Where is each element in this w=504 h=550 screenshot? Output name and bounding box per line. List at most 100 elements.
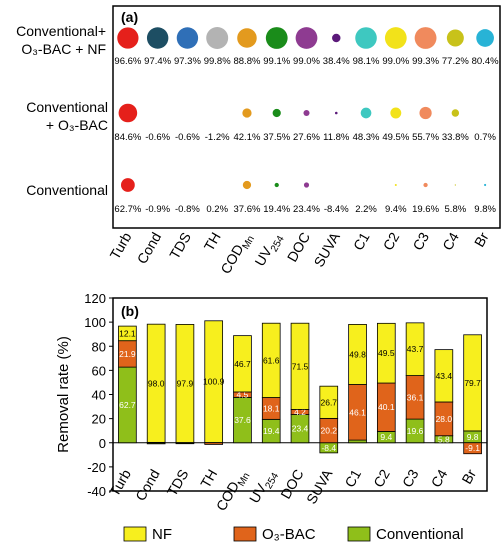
bubble-label-0-Turb: 96.6% [114,56,141,67]
svg-text:C1: C1 [341,466,364,490]
svg-text:C3: C3 [399,466,422,490]
bar-label-NF-TH: 100.9 [203,377,225,387]
bar-O₃-BAC-TH [204,442,224,445]
bar-label-O₃-BAC-Br: -9.1 [465,443,480,453]
bubble-label-1-C1: 48.3% [353,132,380,143]
x-tick-label-TH: TH [197,467,220,491]
panel-a-category-COD_Mn: CODMn [217,234,257,276]
svg-text:TDS: TDS [166,230,194,262]
legend-swatch-Conventional [347,526,371,542]
panel-b-label: (b) [121,303,139,319]
y-tick-label--20: -20 [87,460,106,475]
svg-text:UV254: UV254 [251,229,287,271]
bar-label-NF-C1: 49.8 [349,349,366,359]
bar-label-Conventional-C2: 9.4 [380,432,392,442]
bubble-1-C3 [419,106,432,120]
bubble-1-C2 [390,107,402,119]
bubble-label-0-C3: 99.3% [412,56,439,67]
svg-text:DOC: DOC [277,467,306,502]
legend-swatch-O₃-BAC [233,526,257,542]
y-tick-label-20: 20 [92,412,106,427]
bar-NF-C4 [434,349,454,403]
bar-label-NF-Turb: 12.1 [119,328,136,338]
x-tick-label-Br: Br [458,466,479,486]
bubble-label-2-Cond: -0.9% [145,204,170,215]
bubble-2-C3 [423,182,428,188]
bubble-label-2-DOC: 23.4% [293,204,320,215]
bubble-label-1-Cond: -0.6% [145,132,170,143]
bubble-label-2-Br: 9.8% [474,204,496,215]
bar-label-NF-Br: 79.7 [464,378,481,388]
bar-label-O₃-BAC-COD_Mn: 4.5 [237,390,249,400]
y-tick-label-40: 40 [92,388,106,403]
bar-NF-TDS [175,324,195,443]
x-tick-label-C3: C3 [399,466,422,490]
x-tick-label-C1: C1 [341,466,364,490]
row-name-1-line-0: Conventional [26,99,108,115]
bar-label-NF-C2: 49.5 [378,348,395,358]
bar-label-NF-DOC: 71.5 [292,361,309,371]
svg-text:Cond: Cond [132,467,163,504]
svg-text:Cond: Cond [134,230,165,267]
bubble-label-2-COD_Mn: 37.6% [233,204,260,215]
bar-NF-DOC [290,322,310,410]
bar-NF-TH [204,320,224,443]
bubble-label-1-C3: 55.7% [412,132,439,143]
row-name-1-line-1: + O₃-BAC [46,117,108,133]
y-tick-label-0: 0 [99,436,106,451]
bar-label-Conventional-SUVA: -8.4 [321,443,336,453]
bar-label-Conventional-C4: 5.8 [438,434,450,444]
svg-text:C2: C2 [380,229,403,253]
bar-label-NF-C3: 43.7 [407,344,424,354]
bar-label-Conventional-C3: 19.6 [407,426,424,436]
bubble-label-0-DOC: 99.0% [293,56,320,67]
bubble-0-Turb [117,27,139,49]
bubble-label-2-C2: 9.4% [385,204,407,215]
y-tick-label-100: 100 [84,315,106,330]
bubble-1-UV_254 [272,108,281,118]
x-tick-label-DOC: DOC [277,467,306,502]
bubble-0-TDS [176,27,199,49]
bar-label-O₃-BAC-C4: 28.0 [436,414,453,424]
bubble-1-C4 [451,109,460,117]
bar-NF-C2 [376,322,396,384]
bubble-label-2-C4: 5.8% [445,204,467,215]
bubble-label-1-C2: 49.5% [382,132,409,143]
bubble-2-Turb [120,178,135,192]
bubble-label-2-SUVA: -8.4% [324,204,349,215]
row-name-2-line-0: Conventional [26,182,108,198]
bar-O₃-BAC-Br [463,442,482,455]
bar-label-Conventional-UV_254: 19.4 [263,426,280,436]
y-tick-label--40: -40 [87,484,106,499]
panel-a-category-Cond: Cond [134,230,165,267]
bubble-label-1-DOC: 27.6% [293,132,320,143]
bubble-0-C1 [355,27,377,49]
bar-NF-C1 [348,324,367,385]
bubble-label-0-TH: 99.8% [204,56,231,67]
bubble-2-UV_254 [274,182,279,188]
bubble-1-COD_Mn [242,108,252,118]
panel-a-category-C1: C1 [350,229,373,253]
bubble-0-C4 [446,29,464,47]
bubble-label-1-Br: 0.7% [474,132,496,143]
bar-label-NF-SUVA: 26.7 [320,397,337,407]
bubble-2-Br [484,183,487,187]
panel-a-category-UV_254: UV254 [251,229,287,271]
bubble-label-2-TDS: -0.8% [175,204,200,215]
y-axis-label: Removal rate (%) [55,336,72,453]
x-tick-label-C2: C2 [370,466,393,490]
svg-text:TH: TH [197,467,220,491]
panel-a-category-DOC: DOC [284,230,313,265]
svg-text:C4: C4 [428,466,451,490]
bubble-label-1-UV_254: 37.5% [263,132,290,143]
bar-label-NF-TDS: 97.9 [177,378,194,388]
x-tick-label-SUVA: SUVA [303,466,336,507]
bubble-label-0-C1: 98.1% [353,56,380,67]
x-tick-label-Cond: Cond [132,467,163,504]
bubble-label-2-TH: 0.2% [206,204,228,215]
bubble-0-COD_Mn [237,28,257,48]
bubble-2-C4 [454,184,456,186]
bubble-1-DOC [303,109,310,117]
bar-NF-Cond [146,323,166,443]
bubble-2-C2 [394,183,397,187]
